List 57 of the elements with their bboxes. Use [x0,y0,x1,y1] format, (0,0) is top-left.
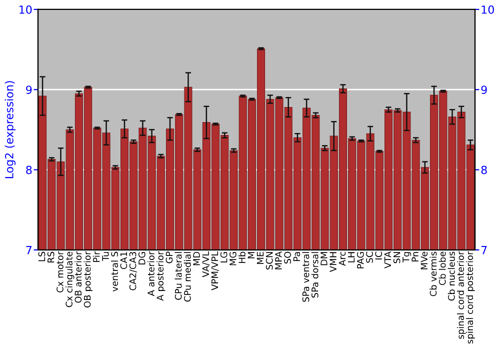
x-tick-label: OB posterior [84,251,92,308]
x-tick-label: ME [256,252,264,264]
x-tick-label: spinal cord anterior [456,251,466,339]
x-tick-label: spinal cord posterior [466,251,475,344]
x-tick-label: IC [375,252,382,260]
x-tick-label: CPu lateral [174,252,182,300]
x-tick-label: SPa dorsal [311,252,318,298]
x-tick-label: MD [193,252,200,266]
x-tick-label: Pir [92,251,100,262]
x-tick-label: VTA [384,251,391,268]
x-tick-label: CPu medial [184,252,191,302]
x-tick-label: MPA [275,251,282,270]
x-tick-label: VPM/VPL [211,251,219,290]
x-tick-label: VMH [330,252,336,272]
x-tick-label: A anterior [147,251,154,296]
y-tick-label: 10 [20,5,32,14]
x-tick-label: RS [47,252,54,262]
x-tick-label: Arc [338,252,346,266]
x-tick-label: SPa ventral [302,252,310,302]
x-tick-label: CA2/CA3 [129,252,137,290]
x-tick-label: CA1 [120,252,128,270]
x-tick-label: MVe [420,252,428,270]
x-tick-label: ventral S [111,252,118,292]
x-tick-label: Cb nucleus [448,252,455,301]
x-tick-label: MG [230,252,236,266]
x-tick-label: VA/VL [202,251,210,278]
x-tick-label: PAG [356,252,364,268]
x-tick-label: A posterior [156,251,166,301]
x-tick-label: DG [138,252,146,264]
x-tick-label: Cb lobe [438,252,446,286]
x-tick-label: Pa [293,252,300,261]
y-tick-label: 7 [26,246,32,254]
x-tick-label: Tg [402,252,412,263]
y-axis-title: Log2 (expression) [4,81,16,178]
x-tick-label: LS [38,252,46,262]
y-tick-label: 8 [26,166,32,174]
y-tick-label: 9 [26,86,32,94]
x-tick-label: Cx motor [56,251,64,292]
x-tick-label: SCN [266,252,273,270]
x-tick-label: LG [220,252,228,262]
x-tick-label: Hb [238,252,246,263]
y2-tick-label: 7 [481,246,487,254]
x-tick-label: Tu [102,252,109,262]
y2-tick-label: 8 [481,166,487,174]
x-tick-label: M [248,252,254,258]
x-tick-label: Cb vermis [430,252,437,296]
y2-tick-label: 9 [481,86,487,94]
x-tick-label: Cx cingulate [65,252,74,308]
x-tick-label: GP [166,252,173,264]
y2-tick-label: 10 [482,5,494,14]
x-tick-label: SN [393,252,400,264]
x-tick-label: OB anterior [74,251,82,303]
x-tick-label: DM [320,252,328,266]
x-tick-label: SC [366,252,373,263]
x-tick-label: LH [348,252,355,262]
x-tick-label: Pn [412,252,418,262]
x-tick-label: SO [284,252,291,264]
